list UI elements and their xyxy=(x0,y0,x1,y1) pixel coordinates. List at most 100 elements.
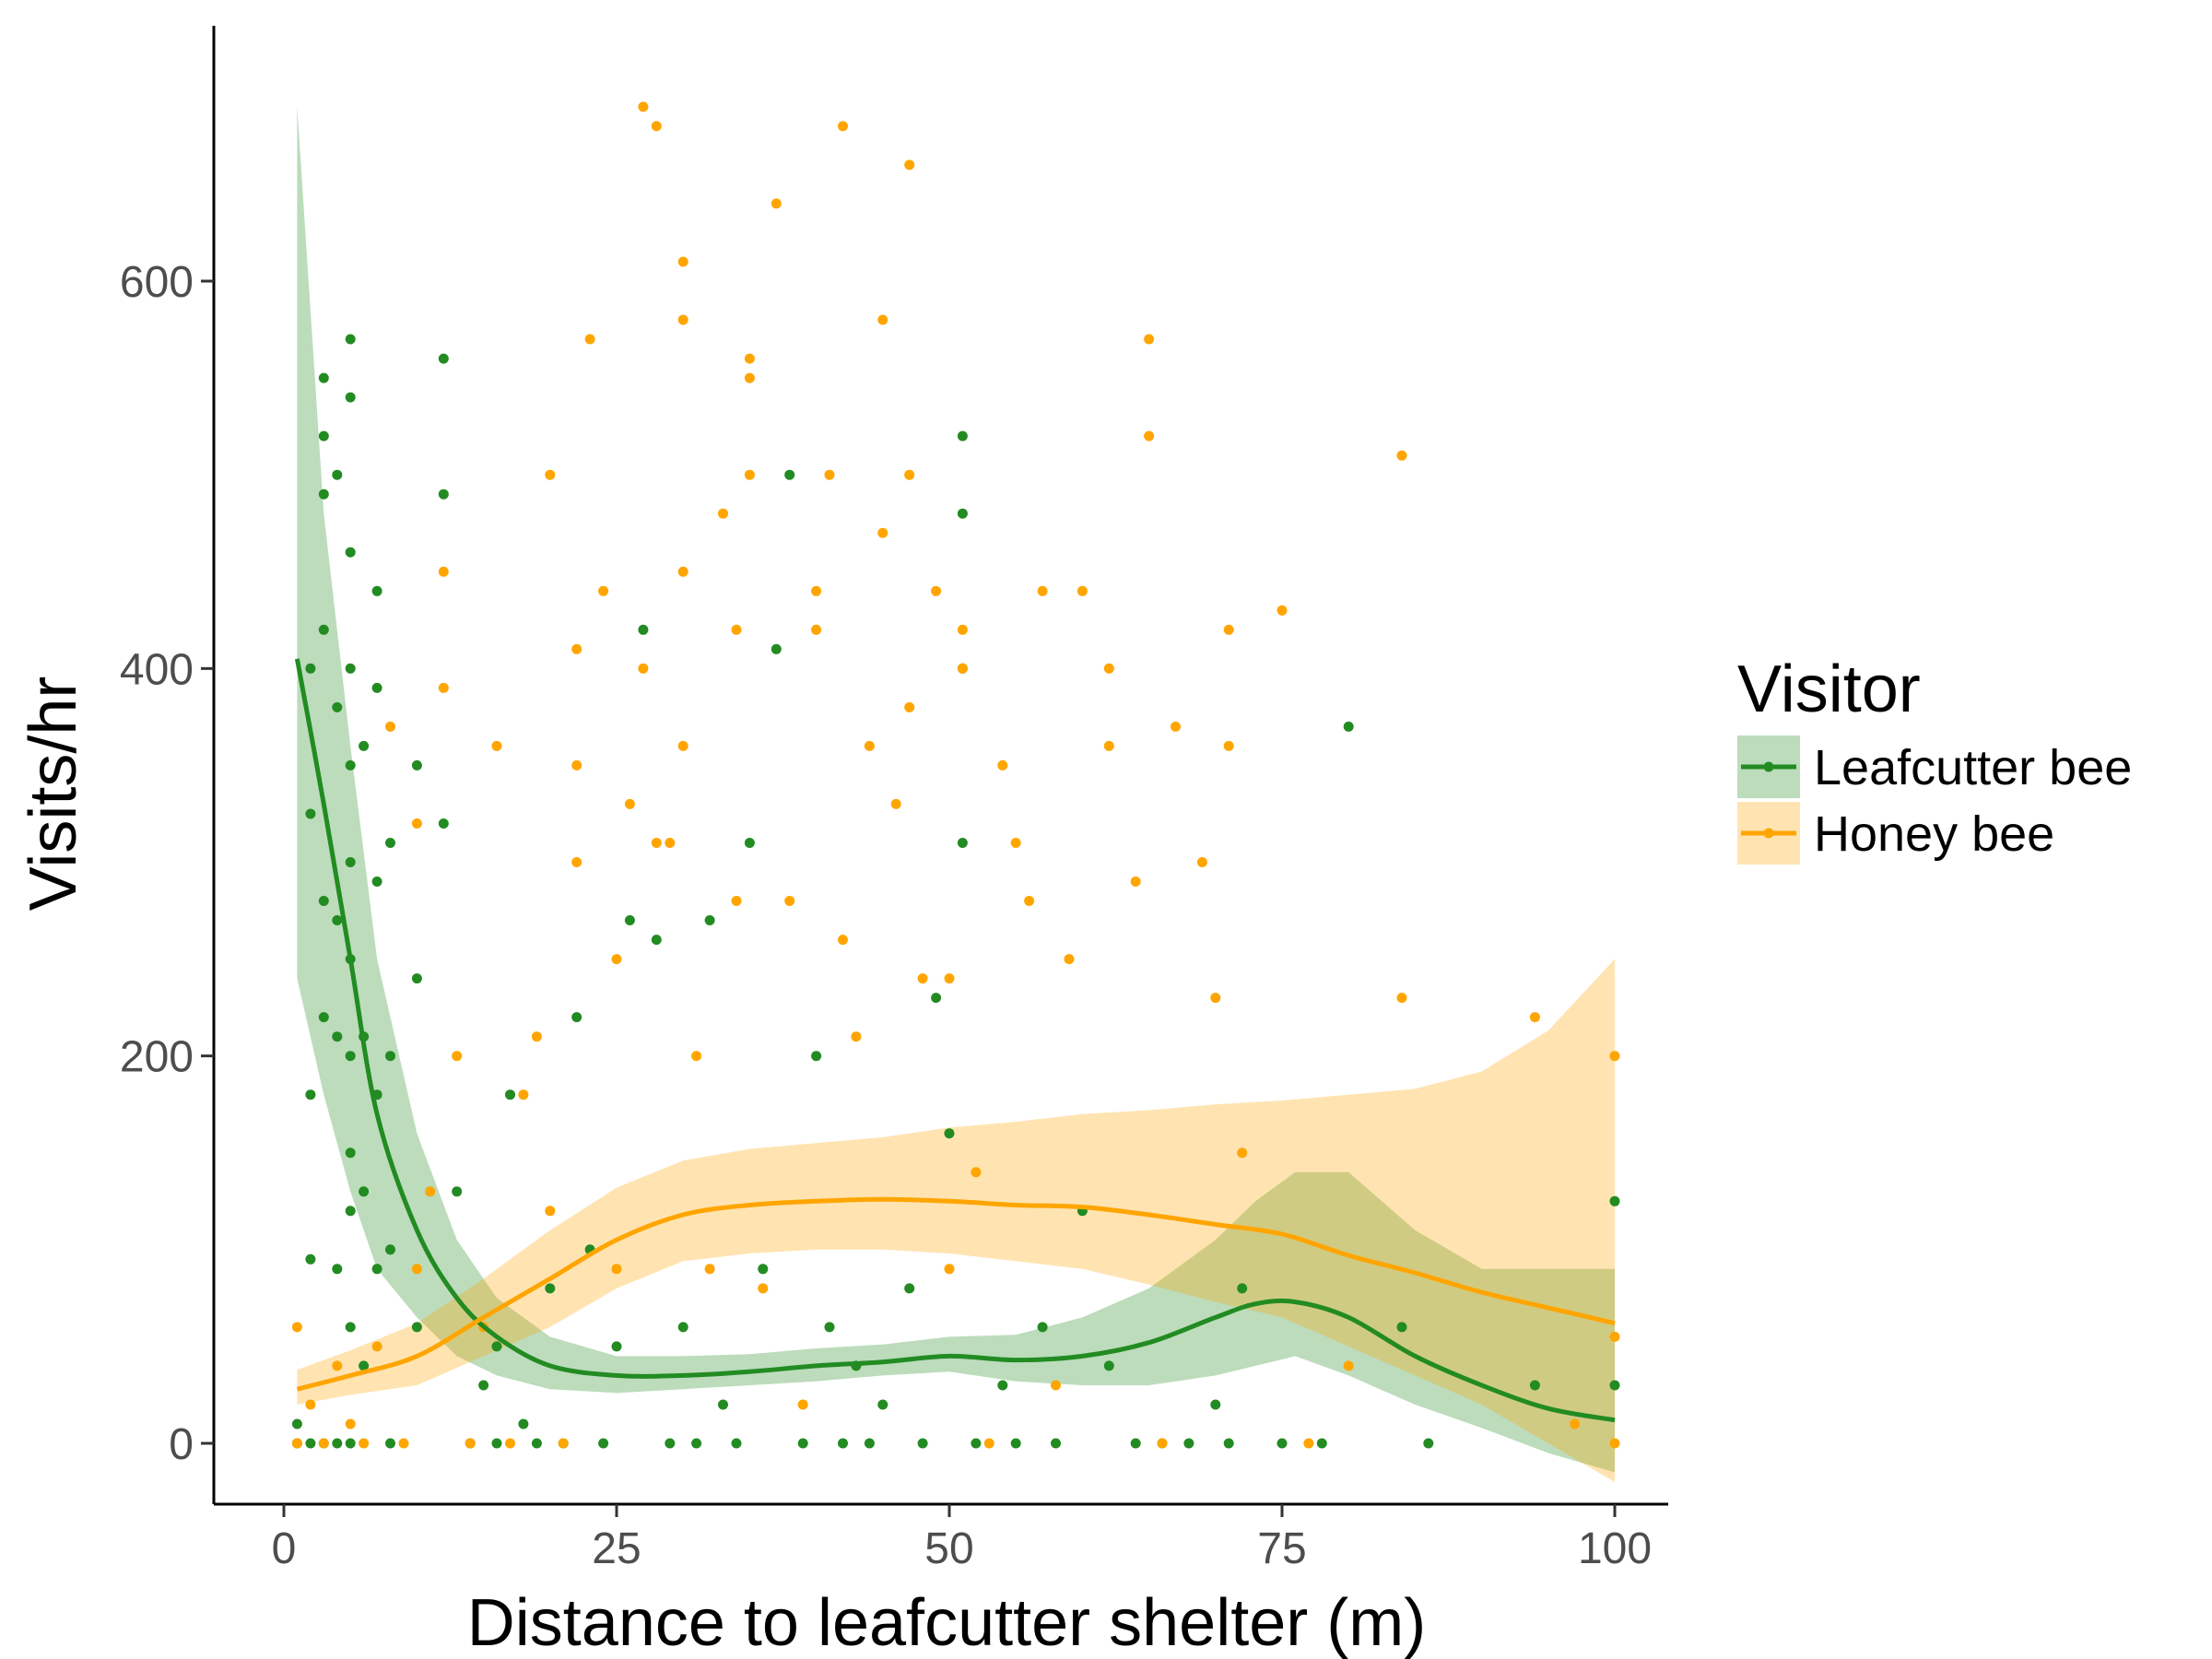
axes: 0 25 50 75 100 0 200 400 600 xyxy=(120,26,1668,1573)
point-s0-29 xyxy=(345,1206,356,1217)
point-s1-28 xyxy=(584,334,595,345)
y-tick-label-3: 600 xyxy=(120,258,194,307)
point-s0-31 xyxy=(345,1438,356,1449)
legend-title: Visitor xyxy=(1737,653,1921,726)
point-s0-22 xyxy=(345,547,356,558)
point-s1-61 xyxy=(877,314,888,325)
point-s0-2 xyxy=(305,1438,316,1449)
point-s1-94 xyxy=(1277,605,1288,616)
point-s0-42 xyxy=(385,1051,395,1062)
point-s1-75 xyxy=(997,759,1008,771)
point-s1-27 xyxy=(571,857,582,867)
point-s1-6 xyxy=(359,1438,370,1449)
point-s1-11 xyxy=(411,818,422,829)
point-s0-14 xyxy=(332,469,343,480)
point-s1-51 xyxy=(771,198,782,209)
point-s0-86 xyxy=(917,1438,928,1449)
legend-label-0: Leafcutter bee xyxy=(1814,740,2132,795)
point-s1-84 xyxy=(1130,877,1141,887)
point-s0-77 xyxy=(784,469,795,480)
point-s1-67 xyxy=(917,973,928,984)
x-tick-label-3: 75 xyxy=(1257,1524,1306,1573)
point-s1-47 xyxy=(744,353,755,364)
point-s0-61 xyxy=(571,1012,582,1023)
point-s1-21 xyxy=(531,1031,542,1042)
point-s1-39 xyxy=(677,314,688,325)
point-s1-43 xyxy=(704,1264,715,1275)
point-s0-85 xyxy=(904,1283,915,1294)
point-s0-30 xyxy=(345,1322,356,1333)
point-s0-25 xyxy=(345,857,356,867)
point-s1-35 xyxy=(651,121,662,132)
point-s0-74 xyxy=(744,838,755,848)
point-s0-35 xyxy=(359,1360,370,1371)
smooth-line-0 xyxy=(294,658,1616,1423)
point-s1-16 xyxy=(465,1438,476,1449)
point-s1-49 xyxy=(744,469,755,480)
point-s0-8 xyxy=(318,430,329,441)
point-s0-100 xyxy=(1130,1438,1141,1449)
point-s1-98 xyxy=(1396,993,1407,1004)
point-s1-57 xyxy=(838,935,848,946)
point-s0-79 xyxy=(811,1051,822,1062)
point-s0-64 xyxy=(611,1341,622,1352)
point-s0-55 xyxy=(491,1341,502,1352)
point-s0-67 xyxy=(651,935,662,946)
point-s1-76 xyxy=(1010,838,1021,848)
point-s0-59 xyxy=(545,1283,556,1294)
point-s1-53 xyxy=(797,1399,808,1410)
point-s1-25 xyxy=(571,643,582,654)
point-s1-88 xyxy=(1171,721,1181,732)
point-s1-62 xyxy=(877,527,888,538)
point-s1-30 xyxy=(611,954,622,965)
point-s0-109 xyxy=(1396,1322,1407,1333)
point-s1-74 xyxy=(983,1438,994,1449)
legend-label-1: Honey bee xyxy=(1814,806,2054,862)
point-s0-63 xyxy=(598,1438,609,1449)
point-s1-59 xyxy=(851,1031,862,1042)
point-s0-11 xyxy=(318,896,329,906)
point-s1-52 xyxy=(784,896,795,906)
point-s0-83 xyxy=(864,1438,875,1449)
point-s0-71 xyxy=(704,915,715,925)
point-s0-110 xyxy=(1423,1438,1434,1449)
point-s0-34 xyxy=(359,1186,370,1197)
point-s0-105 xyxy=(1237,1283,1248,1294)
point-s1-36 xyxy=(651,838,662,848)
y-tick-label-1: 200 xyxy=(120,1033,194,1082)
point-s0-45 xyxy=(411,759,422,771)
point-s0-87 xyxy=(931,993,942,1004)
smooth-line-1 xyxy=(296,1196,1616,1392)
point-s1-78 xyxy=(1037,585,1048,596)
point-s0-51 xyxy=(452,1186,463,1197)
point-s1-15 xyxy=(452,1051,463,1062)
point-s1-14 xyxy=(438,566,449,577)
point-s1-102 xyxy=(1609,1331,1620,1342)
point-s1-9 xyxy=(398,1438,409,1449)
legend-dot-0 xyxy=(1763,761,1774,772)
point-s1-80 xyxy=(1064,954,1075,965)
point-s1-32 xyxy=(624,798,635,809)
point-s1-45 xyxy=(731,624,742,635)
point-s0-72 xyxy=(718,1399,728,1410)
point-s1-54 xyxy=(811,585,822,596)
point-s1-20 xyxy=(518,1089,529,1100)
point-s1-19 xyxy=(505,1438,515,1449)
y-tick-label-2: 400 xyxy=(120,645,194,694)
point-s1-96 xyxy=(1343,1360,1354,1371)
point-s1-103 xyxy=(1609,1438,1620,1449)
point-s0-84 xyxy=(877,1399,888,1410)
point-s1-83 xyxy=(1103,740,1114,751)
point-s0-66 xyxy=(638,624,649,635)
point-s0-4 xyxy=(305,1089,316,1100)
point-s0-104 xyxy=(1223,1438,1234,1449)
point-s0-27 xyxy=(345,1051,356,1062)
point-s1-4 xyxy=(332,1360,343,1371)
point-s0-95 xyxy=(1010,1438,1021,1449)
point-s0-46 xyxy=(411,973,422,984)
point-s1-41 xyxy=(677,740,688,751)
point-s0-36 xyxy=(371,585,382,596)
point-s0-28 xyxy=(345,1147,356,1159)
point-s1-13 xyxy=(438,682,449,693)
